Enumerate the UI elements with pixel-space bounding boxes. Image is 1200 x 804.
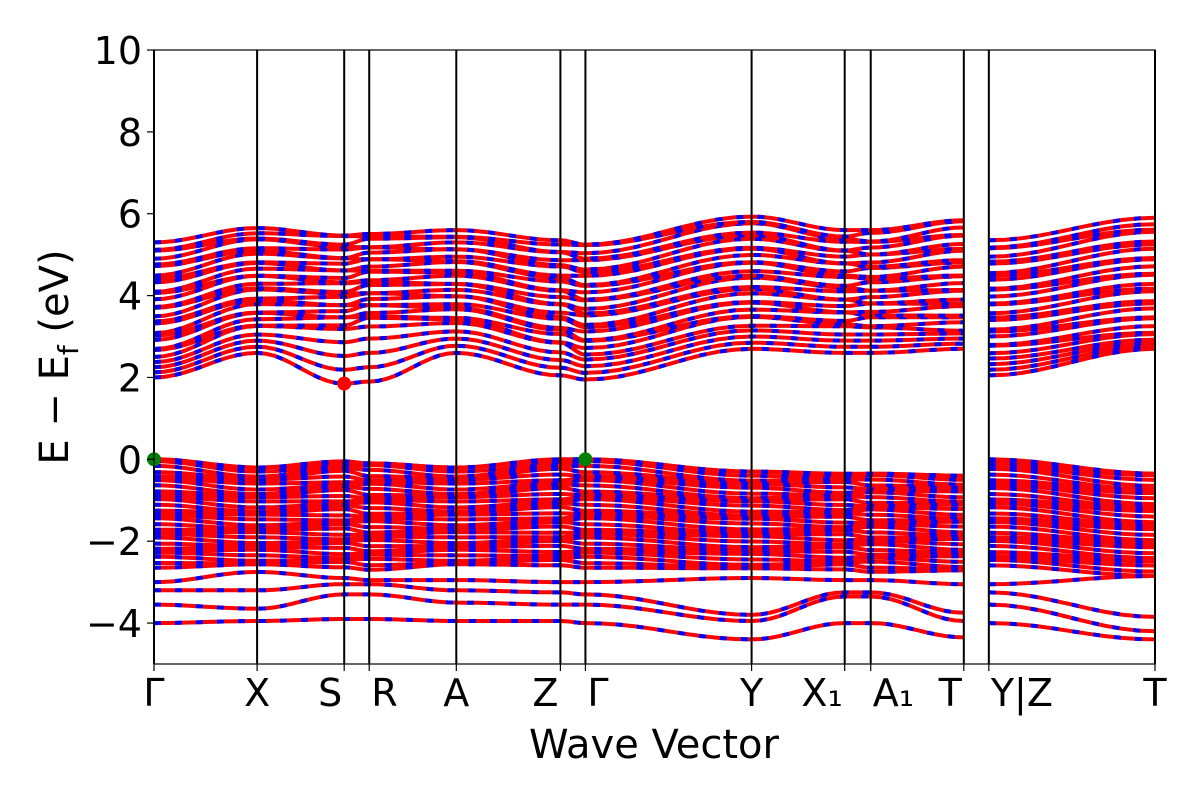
deep-band-dash bbox=[153, 592, 1156, 634]
x-axis: Γ X S R A Z Γ Y X₁ A₁ T Y|Z T bbox=[143, 664, 1167, 716]
conduction-band-dash bbox=[153, 229, 1156, 261]
conduction-band-dash bbox=[153, 260, 1156, 294]
y-tick-label: −4 bbox=[86, 602, 142, 646]
cbm-marker bbox=[337, 376, 352, 391]
bands-layer bbox=[153, 214, 1156, 642]
x-tick-label: X bbox=[244, 671, 270, 715]
conduction-band-dash bbox=[153, 340, 1156, 375]
valence-band-dash bbox=[153, 492, 1156, 510]
deep-band-dash bbox=[153, 569, 1156, 587]
conduction-band-dash bbox=[153, 214, 1156, 247]
conduction-band-dash bbox=[153, 307, 1156, 343]
y-axis-label: E − Ef (eV) bbox=[32, 249, 85, 464]
conduction-band-dash bbox=[153, 245, 1156, 278]
x-tick-label: Z bbox=[532, 671, 558, 715]
deep-band bbox=[153, 617, 1156, 642]
deep-band-dash bbox=[153, 617, 1156, 642]
y-tick-label: 6 bbox=[118, 193, 142, 237]
valence-band-dash bbox=[153, 482, 1156, 504]
x-tick-label: T bbox=[938, 671, 963, 715]
deep-band-dash bbox=[154, 582, 1156, 619]
valence-band-dash bbox=[153, 494, 1156, 513]
conduction-band-dash bbox=[153, 252, 1156, 288]
x-axis-label: Wave Vector bbox=[529, 722, 780, 768]
vbm-marker bbox=[578, 452, 593, 467]
valence-band-dash bbox=[153, 562, 1156, 578]
x-tick-label: T bbox=[1142, 671, 1167, 715]
conduction-band-dash bbox=[153, 334, 1156, 370]
conduction-band-dash bbox=[153, 314, 1156, 351]
x-tick-label: Γ bbox=[143, 671, 164, 715]
valence-band-dash bbox=[153, 466, 1156, 489]
valence-band-dash bbox=[153, 475, 1156, 495]
conduction-band-dash bbox=[153, 284, 1156, 319]
conduction-band-dash bbox=[153, 299, 1156, 336]
conduction-band-dash bbox=[153, 219, 1156, 252]
conduction-band-dash bbox=[153, 273, 1156, 309]
valence-band-dash bbox=[153, 513, 1156, 530]
x-tick-label: A bbox=[443, 671, 469, 715]
valence-band-dash bbox=[153, 463, 1156, 487]
conduction-band-dash bbox=[153, 287, 1156, 324]
y-tick-label: 4 bbox=[118, 275, 142, 319]
y-axis: −4 −2 0 2 4 6 8 10 bbox=[86, 29, 154, 646]
y-tick-label: 2 bbox=[118, 356, 142, 400]
valence-band-dash bbox=[153, 485, 1156, 507]
valence-band-dash bbox=[153, 505, 1156, 525]
y-tick-label: 10 bbox=[94, 29, 142, 73]
x-tick-label: X₁ bbox=[801, 671, 842, 715]
conduction-band-dash bbox=[153, 300, 1156, 338]
valence-band-dash bbox=[154, 530, 1156, 545]
plot-frame bbox=[153, 49, 1156, 665]
valence-band-dash bbox=[154, 543, 1156, 561]
valence-band-dash bbox=[154, 511, 1156, 527]
valence-band-dash bbox=[154, 524, 1156, 543]
x-tick-label: Y bbox=[739, 671, 764, 715]
x-tick-label: Γ bbox=[587, 671, 608, 715]
x-tick-label: R bbox=[371, 671, 397, 715]
valence-band-dash bbox=[153, 472, 1156, 492]
valence-band-dash bbox=[154, 547, 1156, 562]
valence-band-dash bbox=[153, 535, 1156, 552]
conduction-band-dash bbox=[153, 328, 1156, 365]
valence-band-dash bbox=[153, 538, 1156, 556]
valence-band-dash bbox=[154, 554, 1156, 569]
valence-band-dash bbox=[153, 520, 1156, 538]
x-tick-label: Y|Z bbox=[990, 671, 1053, 716]
valence-band-maximum-dash bbox=[153, 457, 1156, 478]
x-tick-label: S bbox=[318, 671, 342, 715]
conduction-band-dash bbox=[153, 269, 1156, 302]
conduction-band-dash bbox=[153, 320, 1156, 359]
y-tick-label: −2 bbox=[86, 520, 142, 564]
conduction-band-dash bbox=[153, 233, 1156, 267]
valence-band-dash bbox=[154, 557, 1156, 574]
x-tick-label: A₁ bbox=[873, 671, 914, 715]
y-tick-label: 0 bbox=[118, 438, 142, 482]
conduction-band-dash bbox=[153, 291, 1156, 328]
y-tick-label: 8 bbox=[118, 111, 142, 155]
valence-band-dash bbox=[153, 501, 1156, 521]
conduction-band-dash bbox=[153, 246, 1156, 281]
